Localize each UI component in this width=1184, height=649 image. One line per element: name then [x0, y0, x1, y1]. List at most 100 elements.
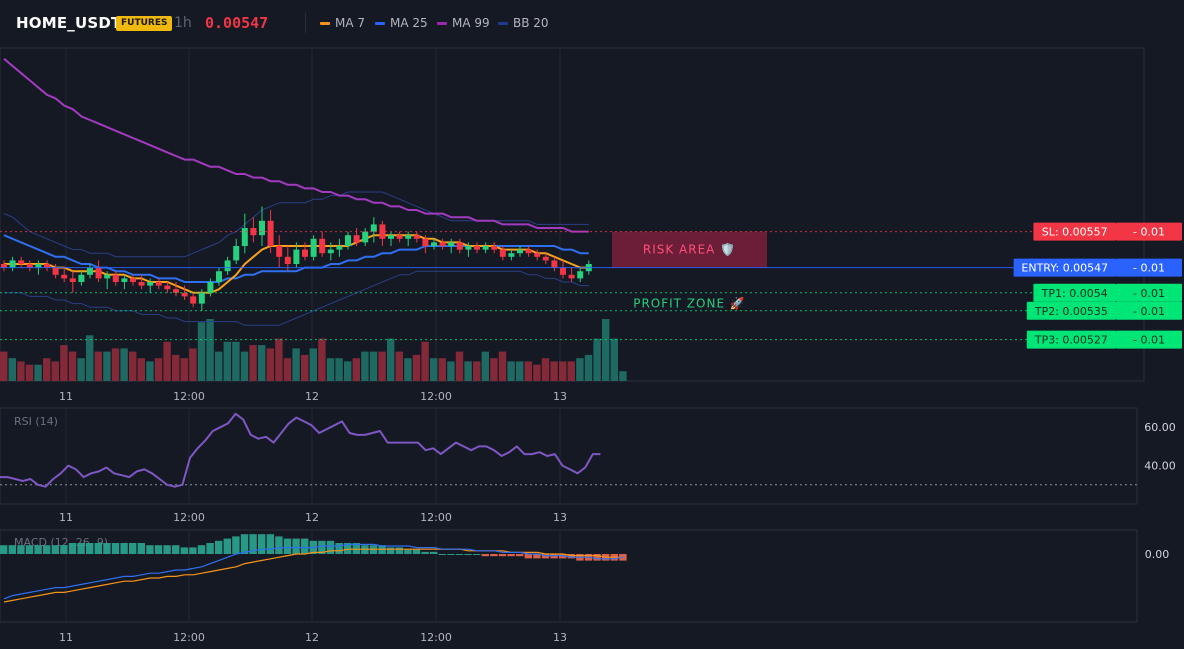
level-suffix-text: - 0.01: [1133, 262, 1165, 275]
macd-histogram-bar: [275, 536, 283, 554]
candle-body: [319, 238, 326, 254]
macd-histogram-bar: [86, 543, 94, 554]
candle-body: [241, 228, 248, 246]
level-tag-text-sl: SL: 0.00557: [1042, 226, 1108, 239]
time-axis-label: 12: [305, 631, 319, 644]
level-suffix-tag: [1116, 301, 1182, 320]
level-tag-sl: [1033, 222, 1116, 241]
legend-swatch-bb20: [498, 21, 508, 25]
legend-ma7[interactable]: MA 7: [320, 16, 365, 30]
candle-body: [413, 235, 420, 239]
volume-bar: [602, 319, 610, 381]
volume-bar: [43, 358, 51, 381]
header-divider: [305, 13, 306, 33]
candle-body: [207, 282, 214, 293]
rsi-axis-label: 40.00: [1144, 460, 1176, 473]
legend-ma99[interactable]: MA 99: [437, 16, 490, 30]
candle-body: [259, 220, 265, 236]
futures-badge: FUTURES: [116, 16, 173, 31]
time-axis-label: 12:00: [420, 390, 452, 403]
volume-bar: [51, 361, 59, 381]
time-axis-label: 12:00: [173, 511, 205, 524]
candle-body: [147, 282, 154, 286]
candle-body: [405, 235, 412, 239]
macd-histogram-bar: [395, 547, 403, 554]
macd-histogram-bar: [94, 543, 102, 554]
legend-ma25[interactable]: MA 25: [375, 16, 428, 30]
level-tag-text-entry: ENTRY: 0.00547: [1021, 262, 1108, 275]
volume-bar: [232, 341, 240, 381]
legend-label-ma25: MA 25: [390, 16, 428, 30]
legend-bb20[interactable]: BB 20: [498, 16, 549, 30]
timeframe-label[interactable]: 1h: [174, 15, 192, 31]
macd-histogram-bar: [455, 554, 464, 555]
candle-body: [388, 235, 394, 239]
volume-bar: [86, 335, 94, 381]
volume-bar: [404, 358, 412, 381]
candle-body: [508, 253, 515, 257]
candle-body: [224, 260, 231, 272]
macd-histogram-bar: [120, 543, 128, 554]
candle-body: [121, 278, 128, 282]
macd-histogram-bar: [103, 543, 111, 554]
time-axis-label: 12:00: [173, 390, 205, 403]
macd-histogram-bar: [335, 543, 343, 554]
volume-bar: [481, 351, 489, 381]
macd-histogram-bar: [172, 545, 180, 554]
volume-bar: [206, 319, 214, 381]
volume-bar: [490, 358, 498, 381]
volume-bar: [498, 351, 507, 381]
candle-body: [345, 235, 351, 246]
volume-bar: [507, 361, 515, 381]
volume-bar: [223, 341, 231, 381]
volume-bar: [283, 358, 292, 381]
volume-bar: [516, 361, 524, 381]
level-tag-text-tp1: TP1: 0.0054: [1041, 287, 1108, 300]
rsi-pane-frame: [0, 407, 1138, 505]
volume-bar: [335, 358, 343, 381]
profit-zone-label: PROFIT ZONE 🚀: [633, 297, 746, 311]
volume-bar: [77, 358, 85, 381]
candle-body: [276, 246, 283, 257]
volume-bar: [584, 354, 593, 381]
macd-histogram-bar: [326, 540, 335, 554]
candle-body: [190, 296, 197, 304]
time-axis-label: 13: [553, 631, 567, 644]
macd-histogram-bar: [430, 551, 438, 554]
macd-pane: MACD (12, 26, 9)0.00: [0, 534, 1169, 603]
volume-bar: [430, 358, 438, 381]
candle-body: [474, 246, 480, 250]
volume-bar: [361, 351, 369, 381]
candle-body: [353, 235, 360, 243]
macd-histogram-bar: [146, 545, 154, 554]
macd-histogram-bar: [240, 534, 249, 554]
price-pane-frame: [0, 47, 1145, 382]
macd-histogram-bar: [25, 545, 34, 554]
volume-bar: [189, 348, 197, 381]
volume-bar: [197, 322, 206, 381]
macd-histogram-bar: [215, 540, 223, 554]
candle-body: [198, 292, 205, 304]
macd-histogram-bar: [516, 554, 524, 557]
candle-body: [104, 274, 111, 279]
candle-body: [1, 264, 7, 268]
candle-body: [112, 274, 119, 282]
macd-histogram-bar: [490, 554, 498, 557]
macd-histogram-bar: [180, 547, 188, 554]
candle-body: [448, 242, 455, 246]
volume-bar: [559, 361, 567, 381]
candle-body: [87, 267, 93, 275]
candle-body: [379, 224, 386, 239]
macd-histogram-bar: [498, 554, 507, 557]
candle-body: [422, 238, 429, 246]
time-axis-label: 11: [59, 631, 73, 644]
candle-body: [78, 274, 85, 282]
symbol-name[interactable]: HOME_USDT: [16, 14, 122, 32]
volume-bar: [17, 361, 25, 381]
risk-area-zone: [612, 231, 767, 268]
candle-body: [284, 256, 291, 264]
volume-bar: [249, 345, 257, 381]
volume-bar: [369, 351, 378, 381]
legend-label-ma99: MA 99: [452, 16, 490, 30]
